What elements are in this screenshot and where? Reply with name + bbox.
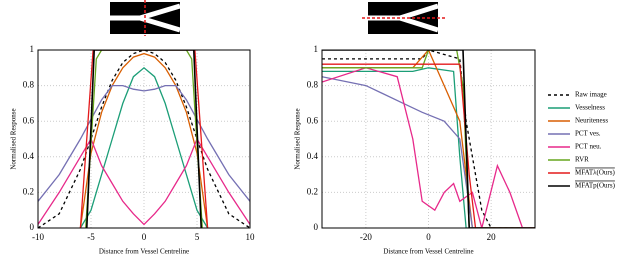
series-line	[322, 67, 535, 228]
y-tick-label: 0.6	[307, 115, 319, 125]
series-line	[38, 137, 250, 226]
series-line	[79, 50, 209, 228]
legend-label: MFATp(Ours)	[575, 182, 616, 190]
x-axis-label: Distance from Vessel Centreline	[383, 248, 473, 256]
y-tick-label: 0.8	[23, 80, 35, 90]
legend-label: Neuriteness	[575, 117, 608, 125]
legend-label: PCT ves.	[575, 130, 601, 138]
axes-frame	[321, 49, 536, 229]
vessel-icon	[110, 0, 181, 36]
x-tick-label: -5	[87, 232, 95, 242]
plot-area	[322, 50, 535, 228]
legend-label: PCT neu.	[575, 143, 602, 151]
y-tick-label: 0	[314, 222, 319, 232]
y-tick-label: 1	[30, 44, 35, 54]
series-line	[79, 66, 209, 228]
x-tick-label: 10	[246, 232, 256, 242]
series-line	[86, 50, 202, 228]
series-line	[322, 67, 535, 228]
series-line	[85, 50, 203, 228]
axes-frame	[37, 49, 251, 229]
series-line	[322, 63, 535, 228]
y-axis-label: Normalised Response	[10, 108, 18, 169]
series-line	[38, 50, 250, 228]
x-tick-label: 20	[487, 232, 497, 242]
legend-label: Vesselness	[575, 104, 605, 112]
y-tick-label: 0.4	[307, 151, 319, 161]
x-tick-label: -20	[360, 232, 372, 242]
series-line	[322, 76, 535, 228]
y-tick-label: 1	[314, 44, 319, 54]
series-line	[322, 50, 535, 228]
x-tick-label: 0	[142, 232, 147, 242]
y-tick-label: 0.4	[23, 151, 35, 161]
legend-label: Raw image	[575, 91, 607, 99]
y-tick-label: 0.6	[23, 115, 35, 125]
series-line	[79, 52, 209, 228]
y-axis-label: Normalised Response	[294, 108, 302, 169]
x-tick-label: 5	[195, 232, 200, 242]
x-tick-label: 0	[426, 232, 431, 242]
series-line	[322, 50, 535, 228]
legend-label: MFATλ(Ours)	[575, 169, 615, 177]
y-tick-label: 0	[30, 222, 35, 232]
series-line	[322, 50, 535, 228]
y-tick-label: 0.8	[307, 80, 319, 90]
legend-label: RVR	[575, 156, 589, 164]
x-tick-label: -10	[32, 232, 44, 242]
plot-area	[38, 50, 250, 228]
y-tick-label: 0.2	[307, 186, 318, 196]
y-tick-label: 0.2	[23, 186, 34, 196]
vessel-icon	[362, 2, 446, 34]
series-line	[322, 50, 535, 228]
x-axis-label: Distance from Vessel Centreline	[99, 248, 189, 256]
